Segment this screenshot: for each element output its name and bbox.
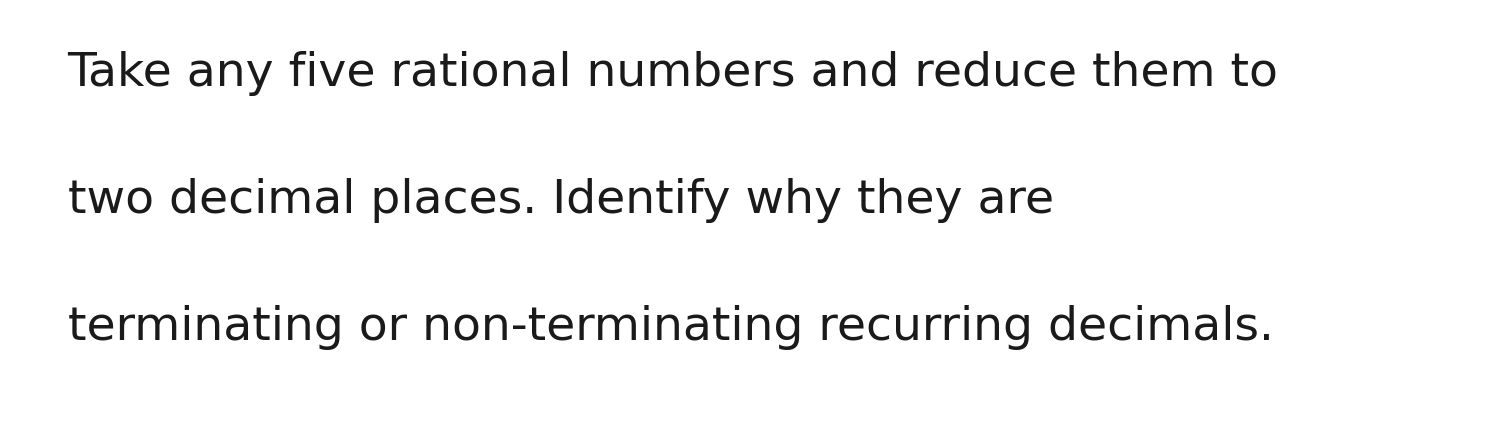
Text: terminating or non-terminating recurring decimals.: terminating or non-terminating recurring… xyxy=(68,305,1274,350)
Text: two decimal places. Identify why they are: two decimal places. Identify why they ar… xyxy=(68,178,1053,223)
Text: Take any five rational numbers and reduce them to: Take any five rational numbers and reduc… xyxy=(68,51,1278,96)
